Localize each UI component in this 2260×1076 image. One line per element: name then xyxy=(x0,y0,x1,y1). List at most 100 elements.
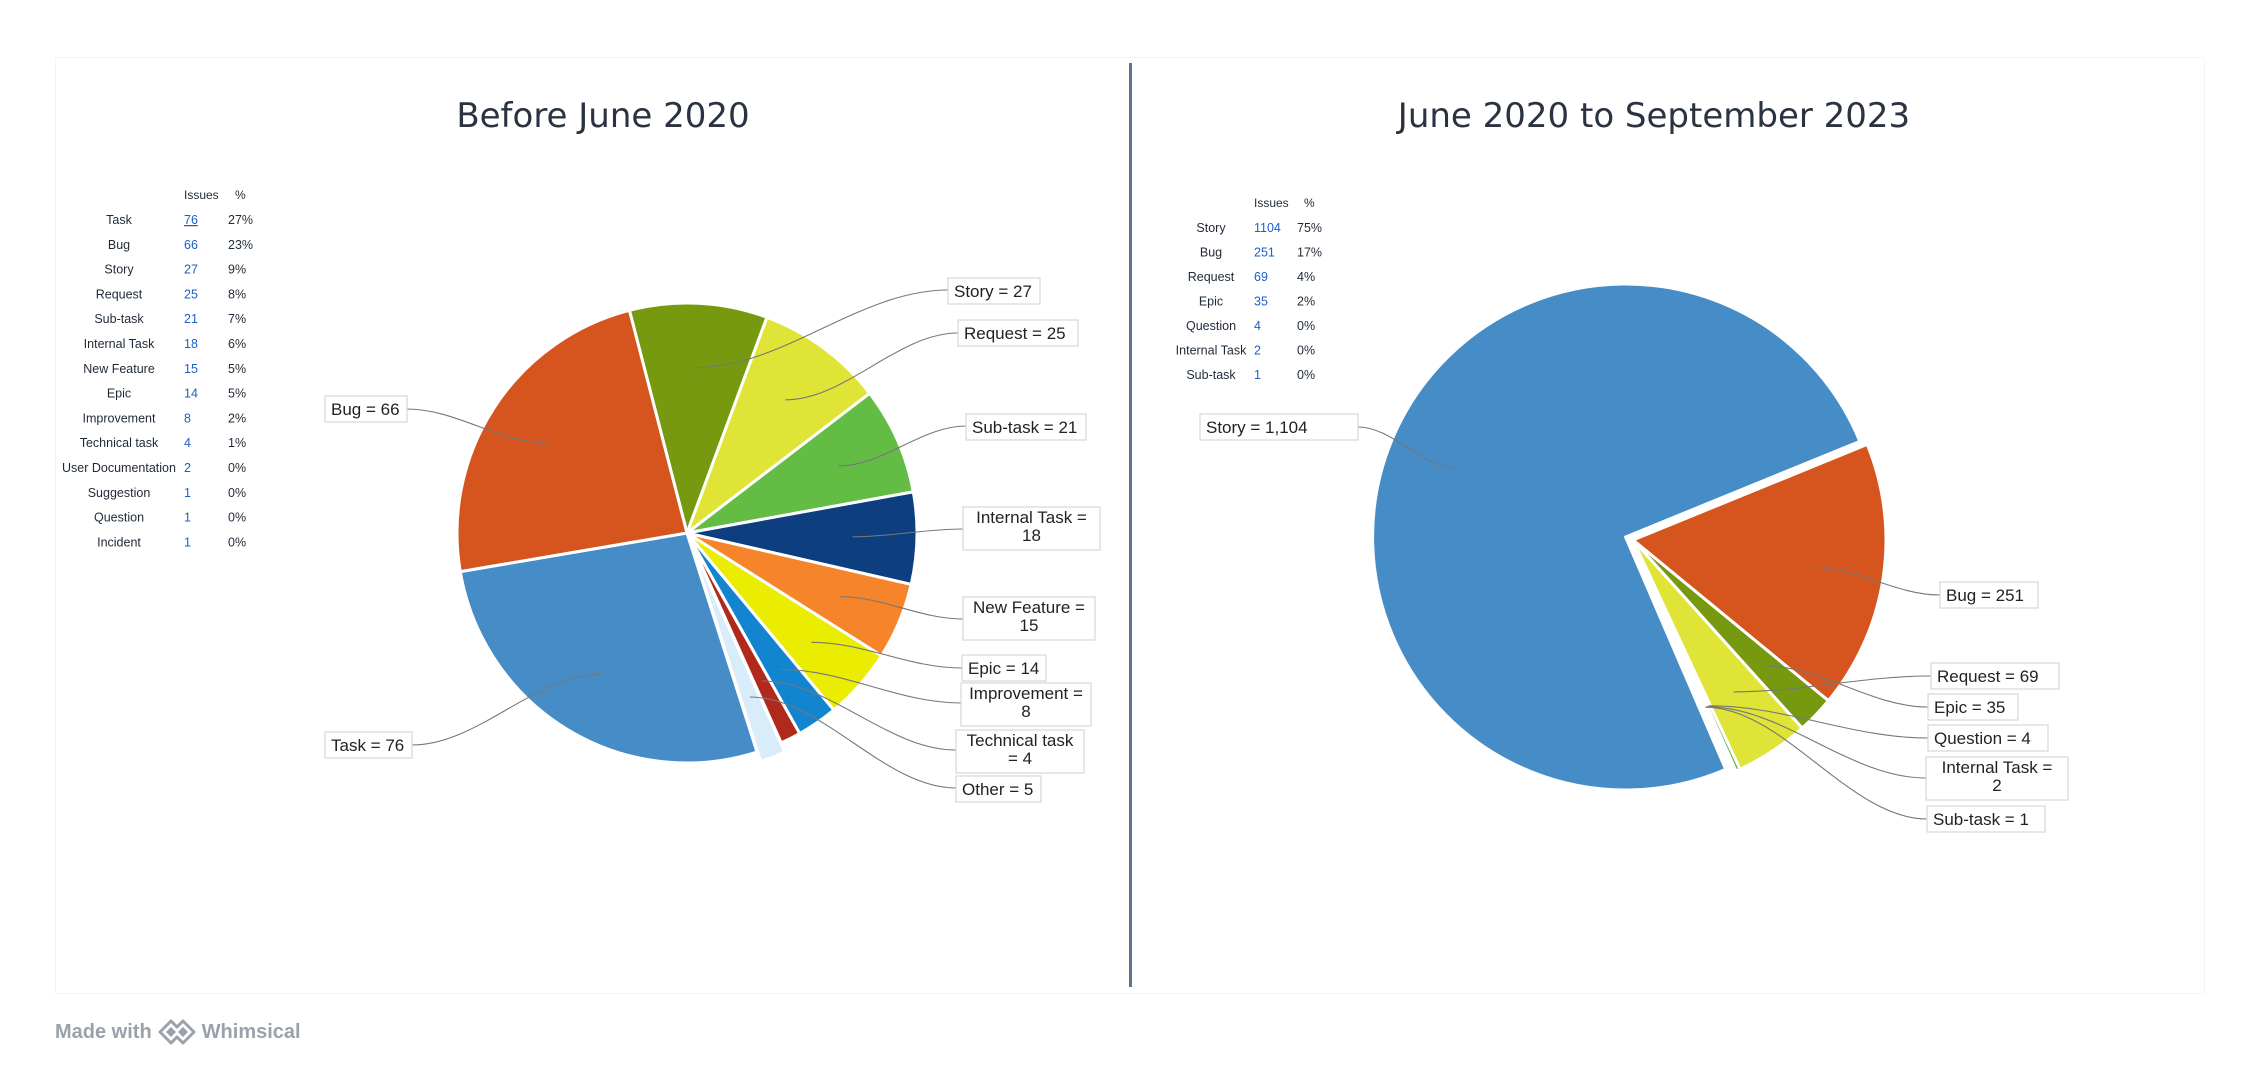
leader-line-request xyxy=(1733,675,1932,693)
label-text: Sub-task = 21 xyxy=(972,418,1077,437)
pie-slice-bug[interactable] xyxy=(1631,442,1888,703)
label-box xyxy=(324,395,408,423)
label-box xyxy=(955,729,1085,774)
table-cell-percent: 2% xyxy=(228,411,246,425)
table-row: Internal Task 2 0% xyxy=(1176,344,1315,358)
table-cell-issues-link[interactable]: 69 xyxy=(1254,270,1268,284)
label-text: Task = 76 xyxy=(331,736,404,755)
table-cell-issues-link[interactable]: 18 xyxy=(184,337,198,351)
summary-table: Issues % Story 1104 75% Bug 251 17% Request 69 4% E… xyxy=(1176,196,1322,382)
table-cell-issues-link[interactable]: 1 xyxy=(184,511,191,525)
label-text: Technical task xyxy=(967,731,1074,750)
table-header-percent: % xyxy=(235,188,246,202)
pie-slice-other[interactable] xyxy=(689,540,787,763)
leader-line-other xyxy=(749,696,957,789)
table-cell-type: Incident xyxy=(97,535,141,549)
table-cell-issues-link[interactable]: 35 xyxy=(1254,295,1268,309)
table-cell-type: User Documentation xyxy=(62,461,176,475)
table-row: Incident 1 0% xyxy=(97,535,246,549)
pie-slice-sub-task[interactable] xyxy=(1631,538,1736,774)
slice-label-story: Story = 27 xyxy=(947,277,1041,305)
slice-label-task: Task = 76 xyxy=(324,731,413,759)
pie-slice-request[interactable] xyxy=(685,315,872,535)
label-text: 8 xyxy=(1021,702,1030,721)
table-cell-issues-link[interactable]: 15 xyxy=(184,362,198,376)
label-box xyxy=(1927,724,2049,752)
slice-label-other: Other = 5 xyxy=(955,775,1042,803)
table-row: Technical task 4 1% xyxy=(80,436,246,450)
table-cell-percent: 0% xyxy=(228,486,246,500)
table-cell-type: Request xyxy=(1188,270,1235,284)
table-cell-issues-link[interactable]: 251 xyxy=(1254,246,1275,260)
table-row: Request 69 4% xyxy=(1188,270,1315,284)
leader-line-question xyxy=(1708,705,1929,739)
chart-title: June 2020 to September 2023 xyxy=(1396,96,1910,136)
pie-slice-bug[interactable] xyxy=(455,308,689,574)
slice-labels: Bug = 251 Epic = 35 Request = 69 Question =… xyxy=(1199,413,2069,833)
leader-line-epic xyxy=(1764,665,1929,708)
label-box xyxy=(1930,662,2060,690)
table-cell-issues-link[interactable]: 2 xyxy=(184,461,191,475)
label-box xyxy=(962,596,1096,641)
table-cell-percent: 1% xyxy=(228,436,246,450)
label-text: Question = 4 xyxy=(1934,729,2031,748)
table-row: Sub-task 21 7% xyxy=(94,312,246,326)
panel-divider xyxy=(1129,63,1132,987)
table-cell-issues-link[interactable]: 27 xyxy=(184,263,198,277)
table-cell-type: Epic xyxy=(1199,295,1223,309)
table-cell-percent: 0% xyxy=(1297,319,1315,333)
table-cell-issues-link[interactable]: 14 xyxy=(184,387,198,401)
pie-slice-sub-task[interactable] xyxy=(685,391,915,535)
table-cell-percent: 0% xyxy=(1297,344,1315,358)
label-box xyxy=(1199,413,1359,441)
label-box xyxy=(960,682,1092,727)
label-box xyxy=(955,775,1042,803)
label-box xyxy=(965,413,1087,441)
table-cell-issues-link[interactable]: 76 xyxy=(184,213,198,227)
table-cell-type: Epic xyxy=(107,387,131,401)
table-cell-issues-link[interactable]: 25 xyxy=(184,287,198,301)
pie-slice-story[interactable] xyxy=(1371,282,1862,792)
table-cell-percent: 0% xyxy=(228,535,246,549)
label-text: Internal Task = xyxy=(976,508,1087,527)
label-box xyxy=(1927,693,2019,721)
slice-label-technical-task: Technical task= 4 xyxy=(955,729,1085,774)
table-cell-percent: 7% xyxy=(228,312,246,326)
table-row: Question 4 0% xyxy=(1186,319,1315,333)
table-cell-issues-link[interactable]: 21 xyxy=(184,312,198,326)
table-row: Story 1104 75% xyxy=(1196,221,1322,235)
slice-label-sub-task: Sub-task = 21 xyxy=(965,413,1087,441)
table-cell-percent: 9% xyxy=(228,263,246,277)
leader-line-improvement xyxy=(780,668,962,704)
table-cell-issues-link[interactable]: 1 xyxy=(1254,368,1261,382)
table-cell-type: Suggestion xyxy=(88,486,151,500)
table-cell-issues-link[interactable]: 4 xyxy=(1254,319,1261,333)
table-cell-issues-link[interactable]: 66 xyxy=(184,238,198,252)
leader-line-sub-task xyxy=(1705,706,1928,820)
leader-line-story xyxy=(695,289,949,369)
leader-line-new-feature xyxy=(839,596,964,620)
table-cell-type: Internal Task xyxy=(1176,344,1247,358)
table-cell-issues-link[interactable]: 1 xyxy=(184,486,191,500)
table-cell-percent: 27% xyxy=(228,213,253,227)
leader-line-task xyxy=(411,673,601,746)
table-row: Internal Task 18 6% xyxy=(84,337,246,351)
pie-chart-june-2020-to-september-2023: June 2020 to September 2023 Issues % Story 1… xyxy=(1176,96,2069,833)
table-cell-issues-link[interactable]: 2 xyxy=(1254,344,1261,358)
whimsical-brand: Whimsical xyxy=(201,1020,301,1043)
table-cell-issues-link[interactable]: 8 xyxy=(184,411,191,425)
table-cell-type: Question xyxy=(1186,319,1236,333)
label-text: Sub-task = 1 xyxy=(1933,810,2029,829)
slice-label-improvement: Improvement =8 xyxy=(960,682,1092,727)
table-cell-issues-link[interactable]: 1104 xyxy=(1254,221,1281,235)
leader-line-technical-task xyxy=(761,680,957,751)
pie-slice-story[interactable] xyxy=(627,301,769,535)
label-text: Request = 25 xyxy=(964,324,1066,343)
pie-slice-task[interactable] xyxy=(458,531,759,765)
made-with-whimsical[interactable]: Made with Whimsical xyxy=(55,1019,301,1045)
table-cell-issues-link[interactable]: 1 xyxy=(184,535,191,549)
table-row: Sub-task 1 0% xyxy=(1186,368,1315,382)
table-cell-issues-link[interactable]: 4 xyxy=(184,436,191,450)
table-cell-type: Question xyxy=(94,511,144,525)
label-box xyxy=(947,277,1041,305)
